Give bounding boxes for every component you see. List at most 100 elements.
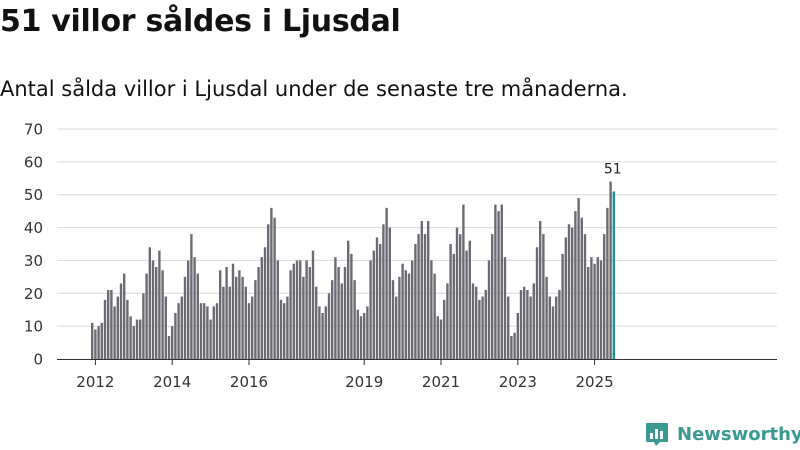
x-tick-label: 2012 (76, 373, 114, 391)
bar (235, 276, 238, 359)
bar (299, 260, 302, 359)
bar (129, 316, 132, 359)
bars (91, 181, 615, 359)
bar (94, 329, 97, 359)
bar (436, 316, 439, 359)
bar (257, 267, 260, 359)
bar (193, 257, 196, 359)
bar (391, 280, 395, 359)
bar (446, 283, 449, 359)
bar (174, 313, 177, 359)
bar (555, 296, 558, 359)
bar (308, 267, 311, 359)
bar (356, 309, 359, 359)
bar (161, 270, 164, 359)
bar (497, 211, 500, 359)
bar (411, 260, 414, 359)
bar (468, 240, 471, 359)
bar (577, 198, 580, 359)
bar (545, 276, 548, 359)
bar (190, 234, 193, 359)
newsworthy-logo: Newsworthy (644, 419, 800, 449)
x-tick-label: 2021 (422, 373, 460, 391)
y-tick-label: 70 (24, 121, 43, 139)
bar (91, 322, 94, 359)
newsworthy-brand-name: Newsworthy (677, 423, 800, 445)
bar (379, 244, 382, 359)
bar (372, 250, 375, 359)
bar (465, 250, 468, 359)
x-tick-label: 2019 (345, 373, 383, 391)
bar (571, 227, 574, 359)
bar (471, 283, 475, 359)
bar (180, 296, 183, 359)
bar (116, 296, 119, 359)
bar (609, 181, 612, 359)
bar (574, 211, 577, 359)
x-tick-label: 2014 (153, 373, 191, 391)
bar (375, 237, 379, 359)
x-axis-ticks: 2012 2014 2016 2019 2021 2023 2025 (76, 359, 614, 391)
bar (145, 273, 148, 359)
bar (478, 299, 481, 359)
y-tick-label: 30 (24, 252, 43, 270)
bar (97, 326, 100, 359)
bar (292, 263, 295, 359)
bar (532, 283, 535, 359)
bar (590, 257, 593, 359)
bar (100, 322, 103, 359)
bar (523, 286, 526, 359)
bar (500, 204, 503, 359)
gridlines (57, 128, 777, 327)
bar (420, 221, 423, 359)
bar (443, 299, 446, 359)
bar (219, 270, 222, 359)
bar (228, 286, 231, 359)
bar (158, 250, 161, 359)
bar (241, 276, 244, 359)
bar (404, 270, 407, 359)
bar (151, 260, 155, 359)
bar (603, 234, 606, 359)
bar (423, 234, 427, 359)
bar (196, 273, 199, 359)
bar (247, 303, 251, 359)
bar (539, 221, 542, 359)
bar (507, 296, 510, 359)
bar (382, 224, 385, 359)
x-tick-label: 2016 (230, 373, 268, 391)
bar (103, 299, 107, 359)
bar (462, 204, 465, 359)
bar (302, 276, 305, 359)
bar (599, 260, 603, 359)
bar (334, 257, 337, 359)
bar (452, 253, 455, 359)
bar (401, 263, 404, 359)
bar (494, 204, 497, 359)
bar (267, 224, 270, 359)
bar (206, 306, 209, 359)
bar (215, 303, 219, 359)
bar (315, 286, 318, 359)
bar (123, 273, 126, 359)
bar (155, 267, 158, 359)
bar (542, 234, 545, 359)
x-tick-label: 2023 (499, 373, 537, 391)
bar (148, 247, 151, 359)
bar (449, 244, 452, 359)
bar (331, 280, 334, 359)
bar (414, 244, 417, 359)
bar (347, 240, 350, 359)
bar (359, 316, 363, 359)
bar (353, 280, 356, 359)
bar (203, 303, 206, 359)
bar (238, 270, 241, 359)
bar (187, 260, 190, 359)
bar (398, 276, 401, 359)
bar (263, 247, 267, 359)
bar (564, 237, 567, 359)
bar (231, 263, 235, 359)
bar (260, 257, 263, 359)
bar (583, 234, 587, 359)
y-tick-label: 10 (24, 318, 43, 336)
